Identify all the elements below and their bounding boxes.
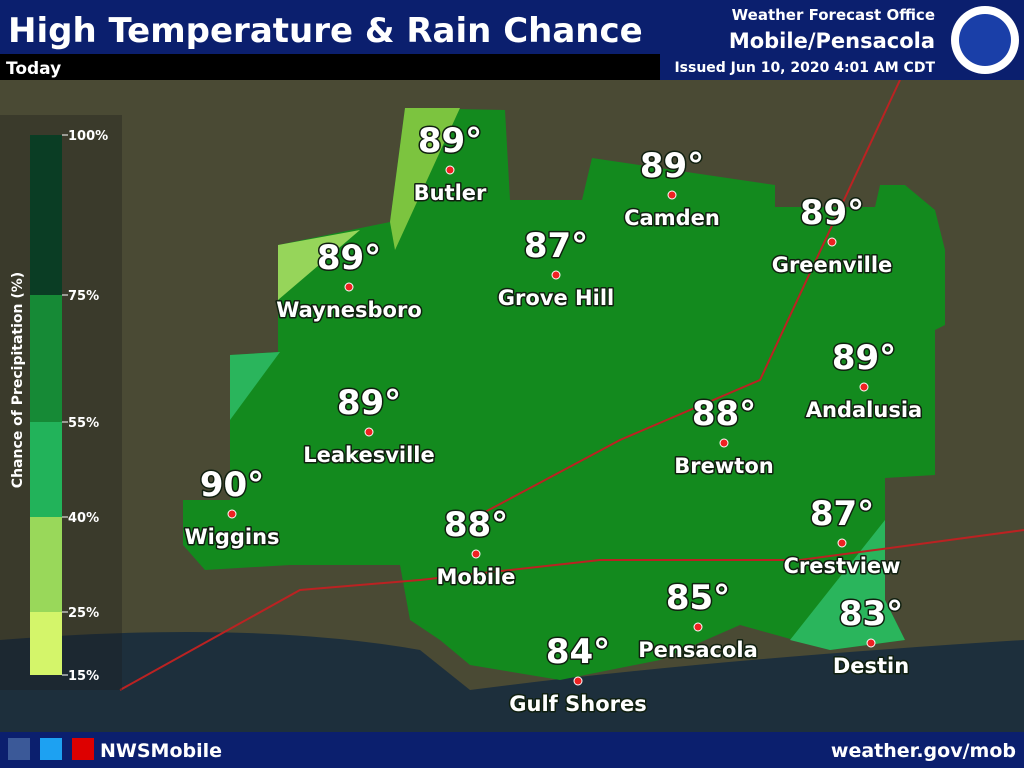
temperature: 85° <box>666 578 730 618</box>
rain-chance-light <box>390 108 460 250</box>
temperature: 89° <box>418 121 482 161</box>
city-dot <box>837 538 847 548</box>
office: Weather Forecast Office <box>732 6 935 24</box>
city-name: Destin <box>833 654 909 678</box>
city-name: Butler <box>414 181 487 205</box>
city-name: Waynesboro <box>276 298 422 322</box>
temperature: 90° <box>200 465 264 505</box>
city-dot <box>364 427 374 437</box>
location: Mobile/Pensacola <box>729 29 935 53</box>
temperature: 89° <box>640 146 704 186</box>
city-dot <box>573 676 583 686</box>
legend-swatch <box>30 422 62 517</box>
youtube-icon <box>72 738 94 760</box>
rain-chance-medium <box>790 520 905 650</box>
city-name: Crestview <box>783 554 900 578</box>
issued: Issued Jun 10, 2020 4:01 AM CDT <box>674 60 935 76</box>
city-dot <box>227 509 237 519</box>
twitter-icon <box>40 738 62 760</box>
temperature: 89° <box>832 338 896 378</box>
interstate <box>469 79 901 521</box>
legend-swatch <box>30 612 62 675</box>
legend-label: 15% <box>68 669 99 684</box>
temperature: 88° <box>444 505 508 545</box>
city-name: Camden <box>624 206 720 230</box>
title: High Temperature & Rain Chance <box>8 11 643 51</box>
legend-title: Chance of Precipitation (%) <box>10 272 26 488</box>
city-name: Pensacola <box>638 638 758 662</box>
legend-label: 75% <box>68 289 99 304</box>
city-dot <box>859 382 869 392</box>
footer-bar <box>0 732 1024 768</box>
social-handle: NWSMobile <box>100 740 222 762</box>
temperature: 89° <box>800 193 864 233</box>
city-dot <box>866 638 876 648</box>
city-dot <box>344 282 354 292</box>
temperature: 89° <box>317 238 381 278</box>
website: weather.gov/mob <box>831 740 1016 762</box>
temperature: 87° <box>810 494 874 534</box>
city-name: Wiggins <box>184 525 279 549</box>
city-name: Mobile <box>437 565 516 589</box>
temperature: 84° <box>546 632 610 672</box>
legend-label: 100% <box>68 129 108 144</box>
city-dot <box>667 190 677 200</box>
legend-swatch <box>30 135 62 295</box>
city-dot <box>719 438 729 448</box>
forecast-area <box>183 108 945 680</box>
legend-label: 25% <box>68 606 99 621</box>
city-dot <box>693 622 703 632</box>
interstate <box>119 529 1024 691</box>
legend-swatch <box>30 295 62 422</box>
city-name: Andalusia <box>806 398 922 422</box>
city-name: Leakesville <box>303 443 434 467</box>
temperature: 87° <box>524 226 588 266</box>
city-dot <box>471 549 481 559</box>
nws-logo-inner <box>959 14 1011 66</box>
subtitle-bar <box>0 54 660 80</box>
legend-label: 40% <box>68 511 99 526</box>
city-dot <box>445 165 455 175</box>
rain-chance-medium <box>230 352 280 420</box>
temperature: 88° <box>692 394 756 434</box>
legend-label: 55% <box>68 416 99 431</box>
gulf-water <box>0 632 1024 732</box>
rain-chance-light <box>278 230 360 300</box>
city-dot <box>827 237 837 247</box>
legend-swatch <box>30 517 62 612</box>
city-name: Brewton <box>674 454 773 478</box>
city-name: Gulf Shores <box>509 692 646 716</box>
facebook-icon <box>8 738 30 760</box>
temperature: 83° <box>839 594 903 634</box>
city-name: Grove Hill <box>498 286 614 310</box>
city-name: Greenville <box>772 253 893 277</box>
city-dot <box>551 270 561 280</box>
temperature: 89° <box>337 383 401 423</box>
subtitle: Today <box>6 59 61 79</box>
